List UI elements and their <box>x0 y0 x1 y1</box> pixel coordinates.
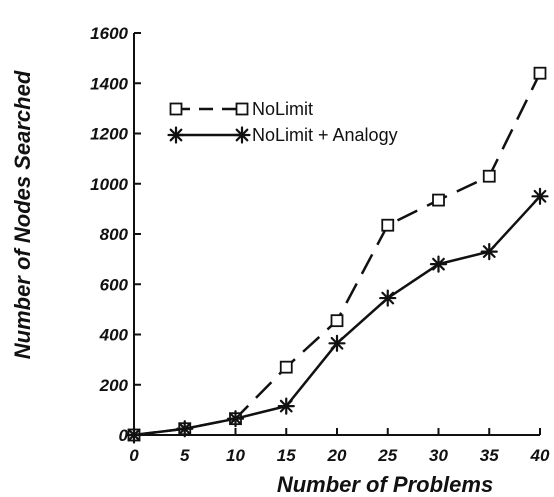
y-tick-label: 1200 <box>90 125 128 144</box>
data-point <box>125 426 143 444</box>
y-tick-label: 0 <box>119 426 129 445</box>
data-point <box>429 255 448 273</box>
chart-legend: NoLimit NoLimit + Analogy <box>167 99 398 145</box>
x-tick-label: 35 <box>480 446 499 465</box>
y-tick-label: 1000 <box>90 175 128 194</box>
data-point <box>379 289 397 307</box>
series-nolimit-analogy <box>125 187 549 444</box>
data-point <box>381 218 395 232</box>
x-tick-label: 40 <box>530 446 550 465</box>
data-point <box>482 169 496 183</box>
y-tick-label: 400 <box>99 326 129 345</box>
y-tick-label: 200 <box>99 376 129 395</box>
x-tick-label: 20 <box>327 446 347 465</box>
x-axis-ticks: 0 5 10 15 20 25 30 35 40 <box>129 428 550 465</box>
legend-label: NoLimit <box>252 99 313 119</box>
legend-marker <box>169 102 183 116</box>
x-axis-title: Number of Problems <box>277 472 493 497</box>
x-tick-label: 25 <box>377 446 397 465</box>
data-point <box>330 314 344 328</box>
series-layer <box>125 66 549 444</box>
data-point <box>432 193 445 207</box>
data-point <box>480 242 498 261</box>
legend-marker <box>233 126 251 144</box>
y-tick-label: 1400 <box>90 74 128 93</box>
data-point <box>176 420 194 438</box>
legend-marker <box>167 126 185 144</box>
x-tick-label: 0 <box>129 446 139 465</box>
x-tick-label: 30 <box>429 446 448 465</box>
x-tick-label: 10 <box>226 446 245 465</box>
x-tick-label: 15 <box>277 446 296 465</box>
data-point <box>277 397 295 415</box>
data-point <box>533 66 547 80</box>
y-tick-label: 1600 <box>90 24 128 43</box>
data-point <box>328 334 346 352</box>
y-axis-title: Number of Nodes Searched <box>10 70 35 359</box>
y-axis-ticks: 0 200 400 600 800 1000 1200 1400 1600 <box>90 24 141 445</box>
data-point <box>279 360 293 374</box>
legend-label: NoLimit + Analogy <box>252 125 398 145</box>
data-point <box>531 187 549 205</box>
data-point <box>226 410 245 428</box>
legend-item: NoLimit + Analogy <box>167 125 398 145</box>
chart-axes <box>133 33 540 436</box>
legend-marker <box>235 102 249 116</box>
y-tick-label: 800 <box>100 225 129 244</box>
x-tick-label: 5 <box>180 446 190 465</box>
y-tick-label: 600 <box>100 275 129 294</box>
legend-item: NoLimit <box>169 99 313 119</box>
